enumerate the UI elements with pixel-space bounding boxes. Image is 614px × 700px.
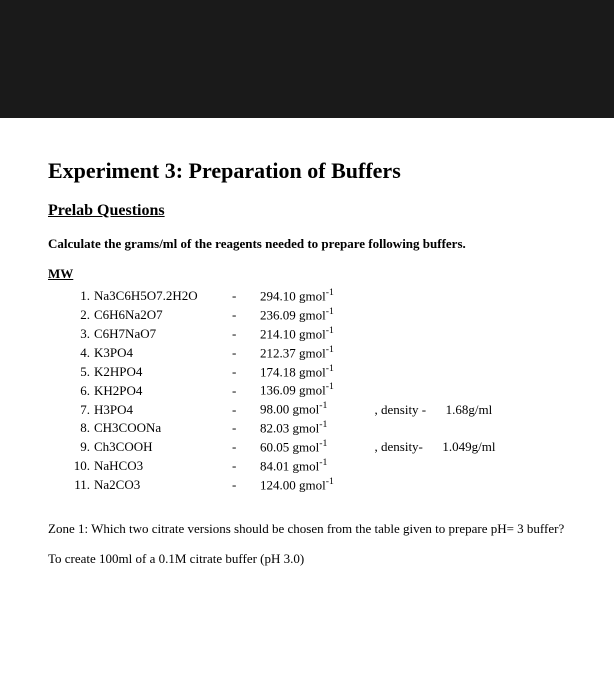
molar-mass: 294.10 gmol-1	[260, 286, 368, 305]
dash-separator: -	[232, 476, 260, 494]
molar-mass: 212.37 gmol-1	[260, 343, 368, 362]
mw-label: MW	[48, 266, 566, 282]
molar-mass: 60.05 gmol-1	[260, 437, 368, 456]
page-content: Experiment 3: Preparation of Buffers Pre…	[0, 118, 614, 587]
reagent-name: CH3COONa	[94, 419, 232, 437]
row-number: 4.	[70, 344, 94, 362]
instruction-text: Calculate the grams/ml of the reagents n…	[48, 236, 566, 252]
row-number: 10.	[70, 457, 94, 475]
mw-row: 5.K2HPO4-174.18 gmol-1	[70, 362, 566, 381]
mw-row: 10.NaHCO3-84.01 gmol-1	[70, 456, 566, 475]
mw-row: 2.C6H6Na2O7-236.09 gmol-1	[70, 305, 566, 324]
dash-separator: -	[232, 401, 260, 419]
mw-table: 1.Na3C6H5O7.2H2O-294.10 gmol-12.C6H6Na2O…	[70, 286, 566, 494]
dash-separator: -	[232, 419, 260, 437]
mw-row: 11.Na2CO3-124.00 gmol-1	[70, 475, 566, 494]
reagent-name: Na3C6H5O7.2H2O	[94, 287, 232, 305]
mw-row: 8.CH3COONa-82.03 gmol-1	[70, 418, 566, 437]
dash-separator: -	[232, 363, 260, 381]
molar-mass: 98.00 gmol-1	[260, 399, 368, 418]
mw-row: 1.Na3C6H5O7.2H2O-294.10 gmol-1	[70, 286, 566, 305]
molar-mass: 136.09 gmol-1	[260, 380, 368, 399]
reagent-name: KH2PO4	[94, 382, 232, 400]
dash-separator: -	[232, 325, 260, 343]
row-number: 6.	[70, 382, 94, 400]
reagent-name: C6H7NaO7	[94, 325, 232, 343]
reagent-name: NaHCO3	[94, 457, 232, 475]
molar-mass: 214.10 gmol-1	[260, 324, 368, 343]
row-number: 7.	[70, 401, 94, 419]
row-number: 2.	[70, 306, 94, 324]
reagent-name: C6H6Na2O7	[94, 306, 232, 324]
molar-mass: 124.00 gmol-1	[260, 475, 368, 494]
experiment-title: Experiment 3: Preparation of Buffers	[48, 158, 566, 184]
row-number: 3.	[70, 325, 94, 343]
top-black-bar	[0, 0, 614, 118]
dash-separator: -	[232, 382, 260, 400]
prelab-questions-heading: Prelab Questions	[48, 202, 566, 220]
mw-row: 6.KH2PO4-136.09 gmol-1	[70, 380, 566, 399]
mw-row: 7.H3PO4-98.00 gmol-1 , density - 1.68g/m…	[70, 399, 566, 418]
reagent-name: K2HPO4	[94, 363, 232, 381]
dash-separator: -	[232, 287, 260, 305]
reagent-name: Ch3COOH	[94, 438, 232, 456]
molar-mass: 84.01 gmol-1	[260, 456, 368, 475]
mw-row: 9.Ch3COOH-60.05 gmol-1 , density- 1.049g…	[70, 437, 566, 456]
row-number: 9.	[70, 438, 94, 456]
row-number: 5.	[70, 363, 94, 381]
row-number: 11.	[70, 476, 94, 494]
mw-row: 4.K3PO4-212.37 gmol-1	[70, 343, 566, 362]
dash-separator: -	[232, 457, 260, 475]
dash-separator: -	[232, 306, 260, 324]
reagent-name: Na2CO3	[94, 476, 232, 494]
zone1-question: Zone 1: Which two citrate versions shoul…	[48, 520, 566, 538]
mw-row: 3.C6H7NaO7-214.10 gmol-1	[70, 324, 566, 343]
reagent-name: K3PO4	[94, 344, 232, 362]
molar-mass: 236.09 gmol-1	[260, 305, 368, 324]
molar-mass: 82.03 gmol-1	[260, 418, 368, 437]
dash-separator: -	[232, 438, 260, 456]
density-note: , density- 1.049g/ml	[368, 438, 495, 456]
dash-separator: -	[232, 344, 260, 362]
buffer-task: To create 100ml of a 0.1M citrate buffer…	[48, 551, 566, 567]
density-note: , density - 1.68g/ml	[368, 401, 492, 419]
reagent-name: H3PO4	[94, 401, 232, 419]
row-number: 1.	[70, 287, 94, 305]
molar-mass: 174.18 gmol-1	[260, 362, 368, 381]
row-number: 8.	[70, 419, 94, 437]
